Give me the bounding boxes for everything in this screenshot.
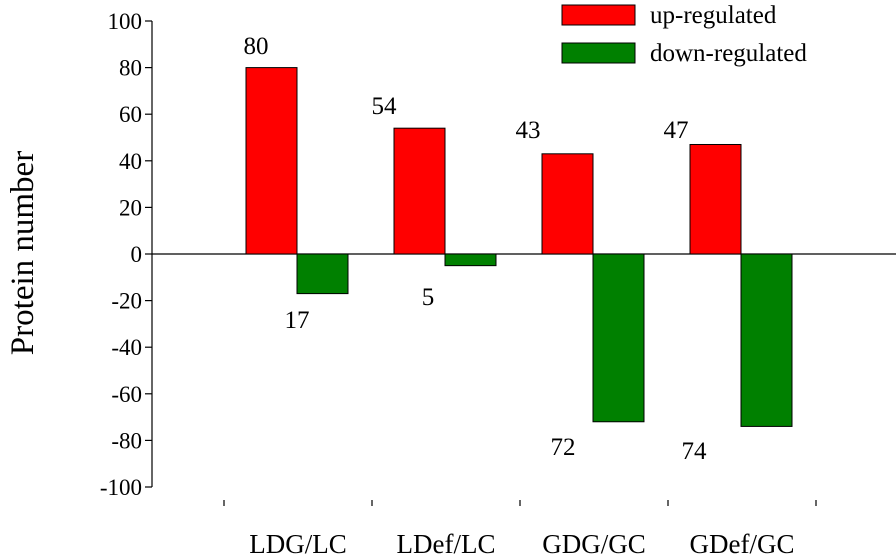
y-tick-label: 100 [108, 9, 143, 34]
y-tick-label: -20 [111, 289, 142, 314]
y-tick-label: -80 [111, 428, 142, 453]
bar-up-regulated [393, 127, 446, 255]
bar-up-regulated [689, 143, 742, 255]
data-label: 74 [682, 438, 708, 465]
data-label: 47 [664, 117, 689, 144]
data-labels: 80 54 43 47 17 5 72 74 [244, 33, 708, 465]
y-tick-label: 80 [119, 56, 142, 81]
bars [245, 67, 793, 427]
y-tick-label: -100 [100, 475, 142, 500]
legend-swatch [561, 42, 636, 64]
y-axis-label: Protein number [5, 151, 41, 355]
legend: up-regulated down-regulated [561, 2, 807, 67]
y-tick-label: -40 [111, 335, 142, 360]
data-label: 43 [516, 117, 541, 144]
category-label: GDG/GC [542, 529, 646, 559]
y-tick-label: -60 [111, 382, 142, 407]
data-label: 54 [372, 93, 398, 120]
data-label: 72 [551, 434, 576, 461]
bar-down-regulated [296, 253, 349, 295]
bar-down-regulated [444, 253, 497, 267]
category-label: LDG/LC [249, 529, 347, 559]
y-tick-label: 60 [119, 102, 142, 127]
legend-swatch [561, 4, 636, 26]
bar-up-regulated [245, 67, 298, 255]
legend-label: down-regulated [650, 40, 807, 67]
y-tick-label: 40 [119, 149, 142, 174]
bar-down-regulated [740, 253, 793, 427]
data-label: 5 [422, 284, 435, 311]
bar-up-regulated [541, 153, 594, 255]
y-tick-label: 20 [119, 195, 142, 220]
category-label: LDef/LC [397, 529, 496, 559]
legend-label: up-regulated [650, 2, 777, 29]
category-label: GDef/GC [690, 529, 795, 559]
data-label: 80 [244, 33, 269, 60]
y-tick-label: 0 [131, 242, 143, 267]
data-label: 17 [285, 307, 310, 334]
bar-down-regulated [592, 253, 645, 423]
